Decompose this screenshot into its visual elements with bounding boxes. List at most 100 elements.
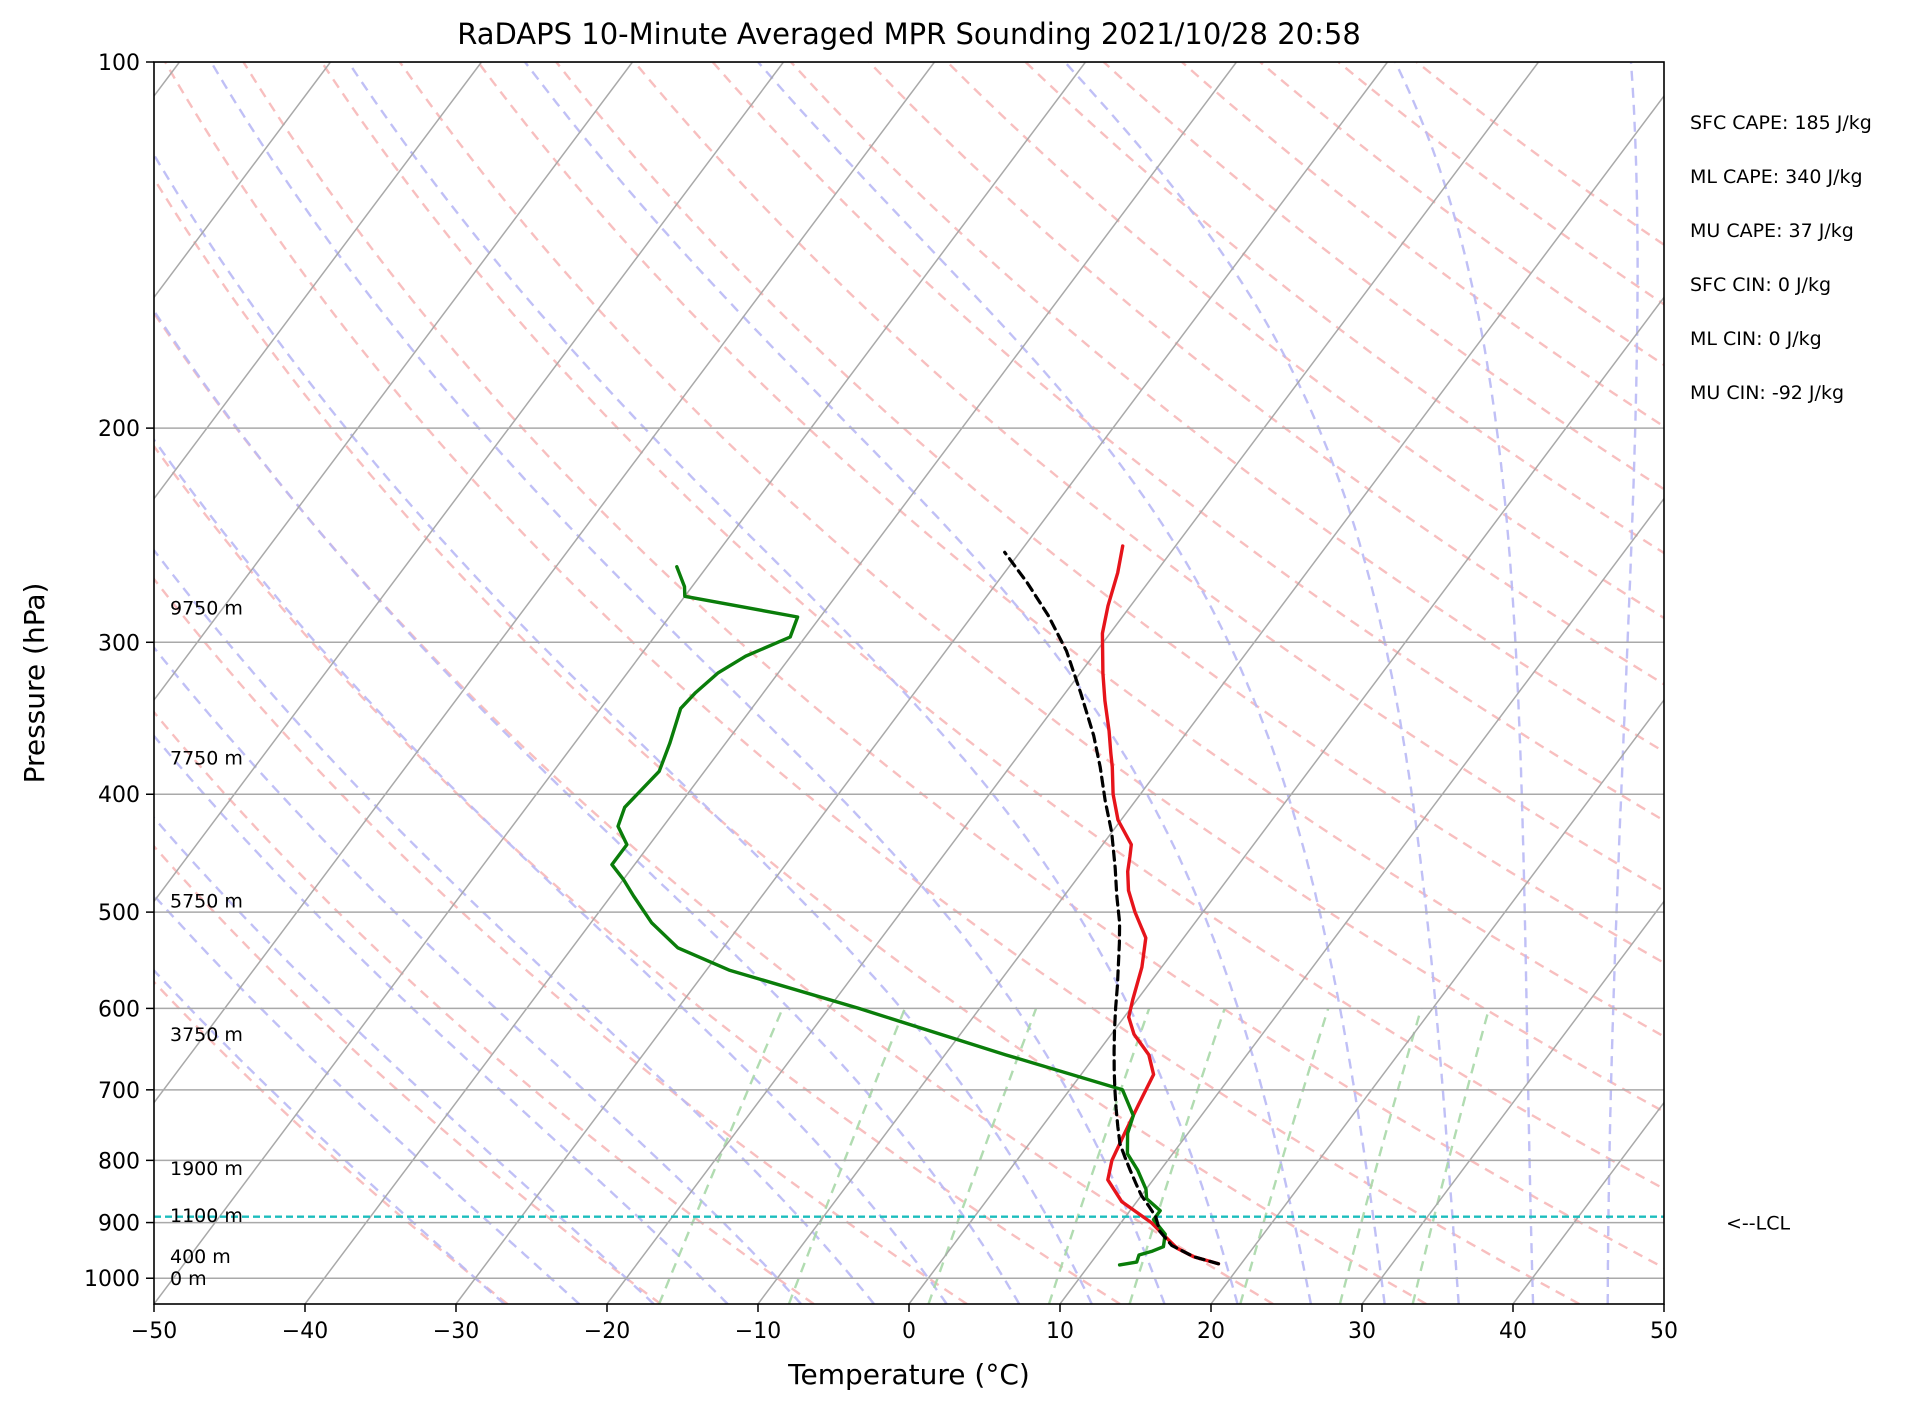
moist-adiabat (154, 816, 655, 1304)
isotherm (1361, 900, 1664, 1304)
dry-adiabat (154, 577, 968, 1304)
isotherm (154, 62, 332, 299)
isotherm (1663, 1302, 1664, 1304)
y-tick-label: 400 (98, 783, 140, 808)
y-tick-label: 900 (98, 1212, 140, 1237)
moist-adiabat (757, 62, 1386, 1304)
stat-label: SFC CAPE: 185 J/kg (1690, 112, 1872, 134)
height-label: 0 m (170, 1268, 207, 1290)
x-tick-label: 10 (1046, 1319, 1074, 1344)
data-lines (154, 544, 1664, 1267)
height-label: 400 m (170, 1246, 231, 1268)
stats-panel: SFC CAPE: 185 J/kg ML CAPE: 340 J/kg MU CA… (1690, 112, 1872, 404)
x-tick-label: 0 (902, 1319, 916, 1344)
stat-label: ML CAPE: 340 J/kg (1690, 166, 1863, 188)
y-tick-label: 700 (98, 1079, 140, 1104)
isotherm (154, 62, 483, 500)
dry-adiabat (1102, 62, 1664, 491)
stat-label: ML CIN: 0 J/kg (1690, 328, 1822, 350)
mixing-ratio-line (1411, 1008, 1491, 1304)
y-tick-label: 800 (98, 1149, 140, 1174)
height-labels: 9750 m 7750 m 5750 m 3750 m 1900 m 1100 m 400 … (170, 598, 243, 1290)
grid-lines (154, 62, 1664, 1304)
dry-adiabat (154, 710, 815, 1304)
lcl-label: <--LCL (1726, 1213, 1790, 1235)
dry-adiabat (154, 444, 1121, 1304)
isotherm (1059, 497, 1664, 1304)
x-tick-label: −30 (433, 1319, 479, 1344)
plot-frame (153, 61, 1665, 1305)
dry-adiabat (946, 62, 1664, 620)
stat-label: MU CAPE: 37 J/kg (1690, 220, 1854, 242)
isotherm (908, 296, 1664, 1304)
height-label: 7750 m (170, 747, 243, 769)
isotherm (304, 62, 1238, 1304)
dry-adiabat (711, 62, 1664, 822)
mixing-ratio-line (1047, 1008, 1151, 1304)
dry-adiabat (1024, 62, 1664, 555)
y-tick-label: 500 (98, 901, 140, 926)
mixing-ratio-line (1338, 1008, 1423, 1304)
moist-adiabat (154, 308, 1021, 1304)
height-label: 3750 m (170, 1024, 243, 1046)
moist-adiabat (154, 548, 875, 1304)
isotherm (606, 62, 1540, 1304)
moist-adiabat (154, 152, 1093, 1304)
dry-adiabat (1181, 62, 1664, 428)
isotherm (154, 62, 1087, 1304)
dry-adiabat (477, 62, 1664, 1038)
moist-adiabat (1394, 62, 1535, 1304)
x-tick-label: −20 (584, 1319, 630, 1344)
y-tick-label: 600 (98, 997, 140, 1022)
mixing-ratio-line (657, 1007, 784, 1304)
dry-adiabat (790, 62, 1664, 754)
dry-adiabat (164, 62, 1580, 1304)
dewpoint-profile (610, 565, 1167, 1267)
isotherm (154, 62, 936, 1104)
isotherm (455, 62, 1389, 1304)
mixing-ratio-line (787, 1007, 907, 1304)
height-label: 5750 m (170, 890, 243, 912)
dry-adiabat (154, 980, 509, 1304)
x-tick-label: −50 (131, 1319, 177, 1344)
x-axis-title: Temperature (°C) (787, 1358, 1030, 1391)
x-tick-label: −10 (735, 1319, 781, 1344)
moist-adiabat (154, 645, 802, 1304)
mixing-ratio-line (1128, 1008, 1226, 1304)
stat-label: MU CIN: -92 J/kg (1690, 382, 1844, 404)
isotherm (154, 62, 634, 702)
isotherm (1210, 698, 1664, 1304)
x-tick-label: 50 (1650, 1319, 1678, 1344)
dry-adiabat (242, 62, 1664, 1270)
x-tick-label: 30 (1348, 1319, 1376, 1344)
height-label: 1900 m (170, 1158, 243, 1180)
y-tick-label: 1000 (84, 1267, 140, 1292)
y-axis-title: Pressure (hPa) (18, 583, 51, 784)
dry-adiabat (1259, 62, 1664, 367)
dry-adiabat (868, 62, 1664, 686)
y-axis: 100 200 300 400 500 600 700 800 900 1000 (84, 51, 154, 1292)
dry-adiabat (555, 62, 1664, 965)
isotherm (757, 94, 1664, 1304)
parcel-profile (1003, 550, 1221, 1266)
stat-label: SFC CIN: 0 J/kg (1690, 274, 1831, 296)
dry-adiabat (154, 311, 1274, 1304)
mixing-ratio-line (1239, 1008, 1330, 1304)
moist-adiabat (210, 62, 1166, 1304)
dry-adiabat (154, 844, 662, 1304)
background-lines (154, 62, 1664, 1304)
dry-adiabat (398, 62, 1664, 1114)
x-tick-label: 40 (1499, 1319, 1527, 1344)
moist-adiabat (154, 893, 581, 1304)
isotherm (154, 62, 785, 903)
x-tick-label: 20 (1197, 1319, 1225, 1344)
chart-title: RaDAPS 10-Minute Averaged MPR Sounding 2… (457, 17, 1361, 51)
dry-adiabat (154, 176, 1427, 1304)
dry-adiabat (633, 62, 1664, 893)
y-tick-label: 100 (98, 51, 140, 76)
moist-adiabat (154, 734, 729, 1304)
temperature-profile (1100, 544, 1221, 1266)
x-axis: −50 −40 −30 −20 −10 0 10 20 30 40 50 (131, 1304, 1678, 1344)
moist-adiabat (1606, 62, 1639, 1304)
